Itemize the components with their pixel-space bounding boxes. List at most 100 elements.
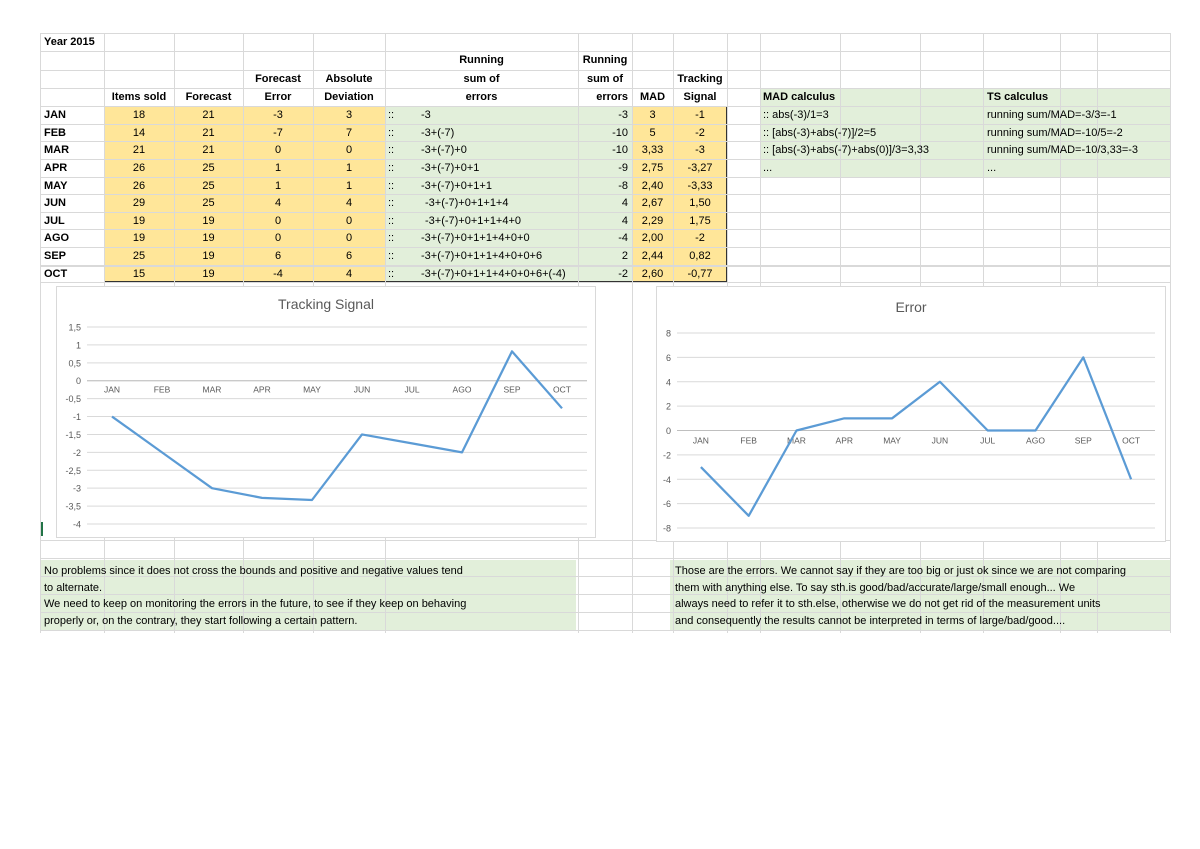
header-forecast: Forecast [185, 90, 232, 103]
row-forecast-error: -4 [273, 267, 283, 280]
row-running-expr: -3+(-7)+0+1+1+4+0+0 [421, 232, 530, 245]
row-mad: 2,67 [641, 197, 664, 210]
gridline-h [40, 594, 1170, 595]
row-running-expr: -3+(-7)+0 [421, 144, 467, 157]
x-tick-label: APR [836, 436, 853, 446]
chart-title: Error [895, 299, 926, 315]
row-running-sum: -10 [612, 126, 628, 139]
row-items-sold: 26 [132, 162, 146, 174]
row-separator: :: [388, 250, 395, 262]
gridline-h [40, 229, 1170, 231]
gridline-h [40, 540, 1170, 541]
mad-calculus-line: ... [763, 162, 773, 174]
x-tick-label: FEB [154, 385, 171, 395]
gridline-h [40, 141, 1170, 143]
row-month: FEB [44, 126, 66, 139]
row-items-sold: 21 [132, 144, 146, 157]
row-forecast-error: 1 [274, 179, 282, 192]
gridline-h [40, 576, 1170, 577]
row-running-sum: -10 [612, 144, 628, 157]
cell-cursor-marker [41, 522, 43, 536]
row-running-sum: 4 [621, 214, 628, 227]
row-forecast-error: 6 [274, 250, 282, 262]
y-tick-label: -4 [663, 475, 671, 485]
header-mad: MAD [639, 90, 666, 103]
row-forecast: 25 [202, 162, 215, 174]
row-separator: :: [388, 267, 395, 280]
gridline-h [40, 282, 1170, 283]
chart-title: Tracking Signal [278, 296, 374, 312]
y-tick-label: 6 [666, 353, 671, 363]
row-forecast: 21 [202, 109, 215, 122]
x-tick-label: AGO [1026, 436, 1045, 446]
header-forecast-error: Forecast [255, 72, 301, 85]
x-tick-label: OCT [553, 385, 571, 395]
green-fill-notes-left [40, 560, 576, 630]
gridline-h [40, 266, 1170, 267]
tracking-signal-chart[interactable]: Tracking Signal 1,5 1 0,5 0 -0,5 -1 -1,5 -2 -2,5 -… [56, 286, 596, 538]
row-forecast-error: 4 [274, 197, 282, 210]
header-tracking: Signal [683, 90, 717, 103]
row-separator: :: [388, 126, 395, 139]
row-mad: 3 [649, 109, 656, 122]
row-month: SEP [44, 250, 67, 262]
row-forecast: 25 [202, 179, 215, 192]
x-tick-label: FEB [740, 436, 757, 446]
gridline-h [40, 194, 1170, 196]
gridline-h [40, 106, 1170, 108]
x-tick-label: OCT [1122, 436, 1140, 446]
row-forecast-error: 1 [274, 162, 282, 174]
gridline-h [40, 211, 1170, 213]
mad-calculus-title: MAD calculus [763, 90, 836, 103]
x-tick-label: MAY [303, 385, 321, 395]
row-running-expr: -3+(-7)+0+1+1+4+0 [425, 214, 522, 227]
row-tracking-signal: 0,82 [689, 250, 711, 262]
gridline-h [40, 123, 1170, 125]
y-tick-label: -2,5 [65, 466, 81, 476]
gridline-v [632, 33, 633, 633]
mad-calculus-line: :: [abs(-3)+abs(-7)]/2=5 [763, 126, 877, 139]
x-tick-label: AGO [453, 385, 472, 395]
row-separator: :: [388, 197, 395, 210]
row-forecast-error: 0 [274, 144, 282, 157]
row-mad: 2,29 [641, 214, 664, 227]
row-tracking-signal: 1,50 [689, 197, 711, 210]
row-month: OCT [44, 267, 68, 280]
row-abs-deviation: 4 [345, 197, 353, 210]
row-running-expr: -3+(-7)+0+1+1 [421, 179, 492, 192]
row-forecast: 19 [202, 214, 215, 227]
header-running-sum: errors [465, 90, 498, 103]
row-running-sum: -3 [618, 109, 628, 122]
note-line: properly or, on the contrary, they start… [44, 614, 358, 627]
year-label: Year 2015 [44, 36, 95, 48]
note-line: We need to keep on monitoring the errors… [44, 598, 467, 611]
y-tick-label: 0,5 [68, 358, 81, 368]
row-forecast-error: 0 [274, 214, 282, 227]
y-tick-label: -6 [663, 499, 671, 509]
row-forecast: 21 [202, 144, 215, 157]
header-abs-dev: Absolute [325, 72, 373, 85]
row-mad: 2,44 [641, 250, 664, 262]
error-chart[interactable]: Error 8 6 4 2 0 -2 -4 -6 -8 JAN FEB MAR APR MAY JUN JUL A… [656, 286, 1166, 542]
note-line: to alternate. [44, 581, 103, 594]
mad-calculus-line: :: [abs(-3)+abs(-7)+abs(0)]/3=3,33 [763, 144, 929, 157]
x-tick-label: MAY [883, 436, 901, 446]
row-mad: 5 [649, 126, 656, 139]
row-month: JUN [44, 197, 67, 210]
note-line: always need to refer it to sth.else, oth… [675, 598, 1101, 611]
row-month: MAY [44, 179, 68, 192]
row-tracking-signal: -3,27 [687, 162, 713, 174]
gridline-h [40, 176, 1170, 178]
y-tick-label: 8 [666, 329, 671, 339]
x-tick-label: JUN [932, 436, 949, 446]
gridline-h [40, 51, 1170, 53]
row-separator: :: [388, 162, 395, 174]
row-abs-deviation: 4 [345, 267, 353, 280]
row-running-expr: -3+(-7)+0+1+1+4 [425, 197, 509, 210]
row-tracking-signal: -3,33 [687, 179, 713, 192]
gridline-h [40, 87, 1170, 89]
x-tick-label: JAN [104, 385, 120, 395]
row-running-sum: -4 [618, 232, 628, 245]
y-tick-label: -8 [663, 524, 671, 534]
